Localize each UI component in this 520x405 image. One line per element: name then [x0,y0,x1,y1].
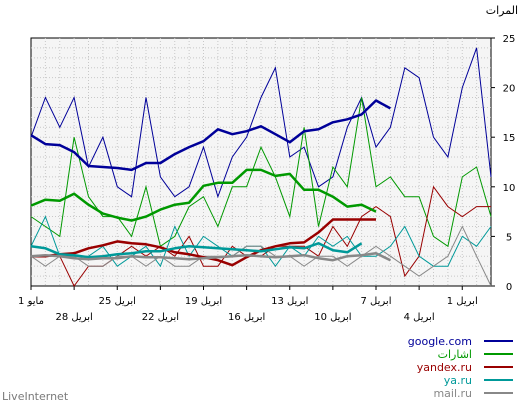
legend-label: google.com [408,335,472,348]
y-tick-label: 25 [503,34,516,45]
y-axis-ticks: 0 5 10 15 20 25 [491,34,515,293]
smoothed-series-lines [30,99,392,267]
legend-label: mail.ru [433,387,472,400]
series-line-smoothed [30,168,377,222]
grid-lines [31,38,491,286]
y-tick-label: 0 [506,282,512,293]
series-line-raw [30,97,492,248]
raw-series-lines [30,47,492,287]
series-line-smoothed [30,242,363,259]
x-tick-label: 10 ابريل [314,312,351,323]
x-tick-label: 13 ابريل [271,296,308,307]
x-tick-label: 1 ابريل [447,296,478,307]
legend-label: ya.ru [444,374,472,387]
series-line-raw [30,225,492,287]
x-axis-ticks: 1 مايو 28 ابريل 25 ابريل 22 ابريل 19 ابريل 16… [18,286,478,323]
series-line-smoothed [30,99,392,172]
x-tick-label: 4 ابريل [404,312,435,323]
x-tick-label: 19 ابريل [185,296,222,307]
y-tick-label: 5 [506,232,512,243]
x-tick-label: 1 مايو [18,296,44,307]
series-line-raw [30,47,492,199]
x-tick-label: 22 ابريل [142,312,179,323]
x-tick-label: 16 ابريل [228,312,265,323]
watermark-text: LiveInternet [2,390,69,403]
y-tick-label: 15 [503,133,516,144]
x-tick-label: 28 ابريل [55,312,92,323]
legend-label: yandex.ru [417,361,472,374]
y-tick-label: 20 [503,84,516,95]
x-tick-label: 25 ابريل [99,296,136,307]
series-line-smoothed [30,252,391,262]
y-tick-label: 10 [503,183,516,194]
legend-label: اشارات [438,348,472,361]
y-axis-title: المرات [486,4,518,17]
x-tick-label: 7 ابريل [361,296,392,307]
